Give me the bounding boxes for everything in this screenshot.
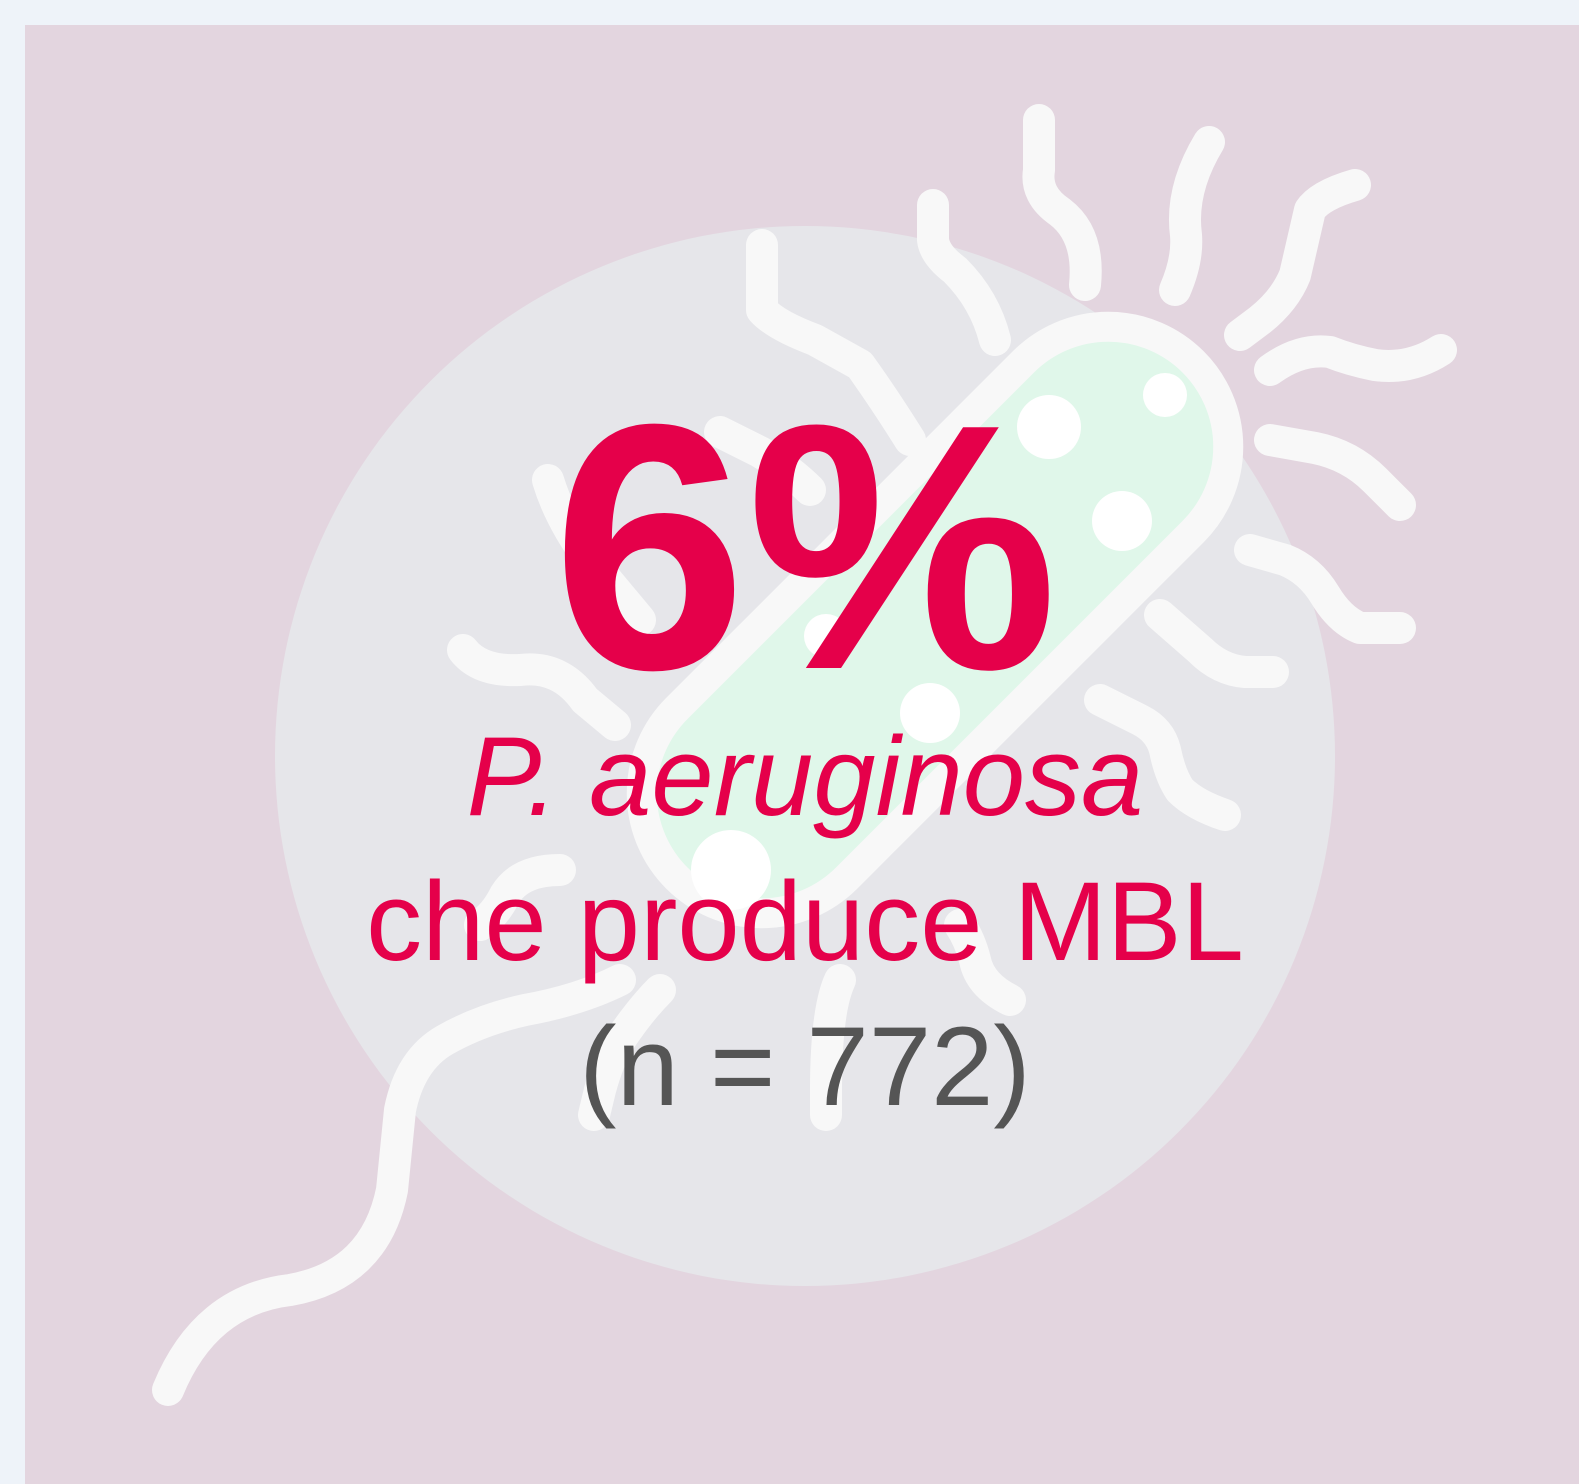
flagellum: [1038, 120, 1085, 285]
flagellum: [1270, 350, 1441, 370]
organism: P. aeruginosa: [467, 714, 1144, 839]
flagellum: [1175, 142, 1209, 290]
infographic: 6% P. aeruginosa che produce MBL (n = 77…: [0, 0, 1579, 1484]
sample-size: (n = 772): [579, 1004, 1030, 1129]
flagellum: [1240, 185, 1355, 335]
page: 6% P. aeruginosa che produce MBL (n = 77…: [0, 0, 1579, 1484]
description: che produce MBL: [366, 859, 1244, 984]
flagellum: [1270, 440, 1400, 505]
stat-value: 6%: [552, 352, 1058, 743]
